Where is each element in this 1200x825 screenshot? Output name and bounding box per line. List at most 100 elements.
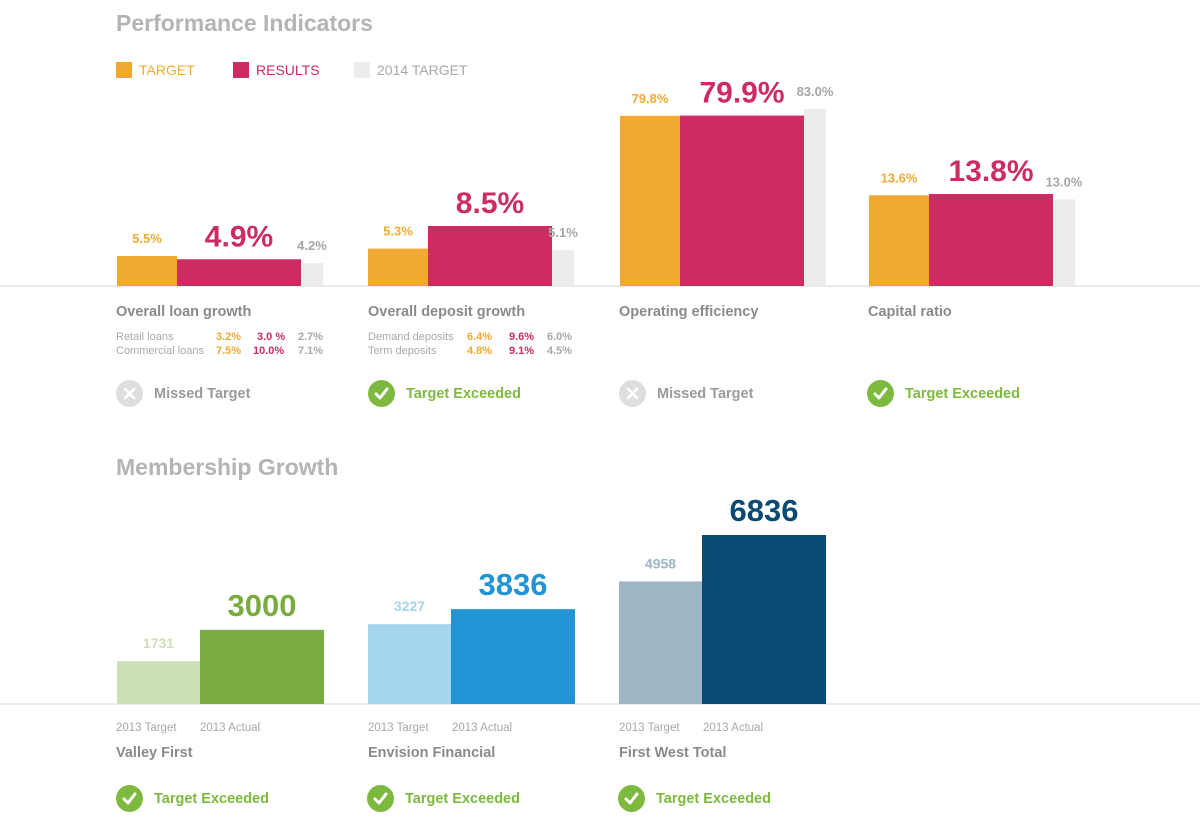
legend-target: TARGET	[116, 60, 195, 80]
data-label-2014-target: 83.0%	[797, 84, 834, 99]
legend-2014-target-swatch	[354, 62, 370, 78]
bar-2014-target	[301, 263, 323, 286]
legend-2014-target: 2014 TARGET	[354, 60, 468, 80]
data-label-target: 5.3%	[383, 224, 413, 239]
breakdown-2014-target: 7.1%	[298, 345, 324, 357]
axis-label-2013-target: 2013 Target	[368, 722, 429, 734]
check-icon	[618, 785, 645, 812]
axis-label-2013-target: 2013 Target	[619, 722, 680, 734]
bar-2013-actual	[702, 535, 826, 704]
metric-label-loan-growth: Overall loan growth	[116, 304, 252, 320]
bar-2014-target	[552, 250, 574, 286]
bar-target	[620, 115, 680, 286]
bar-2014-target	[804, 109, 826, 286]
breakdown-result: 9.1%	[509, 345, 535, 357]
data-label-2013-actual: 6836	[730, 493, 799, 528]
bar-2013-target	[619, 581, 702, 704]
status-valley-first: Target Exceeded	[116, 785, 269, 812]
status-deposit-growth: Target Exceeded	[368, 380, 521, 407]
bar-2013-actual	[451, 609, 575, 704]
breakdown-name: Demand deposits	[368, 331, 454, 343]
legend-results-swatch	[233, 62, 249, 78]
legend-results: RESULTS	[233, 60, 320, 80]
legend-target-label: TARGET	[139, 62, 195, 78]
data-label-result: 79.9%	[699, 77, 784, 110]
breakdown-target: 3.2%	[216, 331, 242, 343]
breakdown-result: 3.0 %	[257, 331, 286, 343]
data-label-result: 13.8%	[948, 155, 1033, 188]
breakdown-2014-target: 2.7%	[298, 331, 324, 343]
data-label-2013-actual: 3000	[228, 588, 297, 623]
breakdown-target: 7.5%	[216, 345, 242, 357]
breakdown-row: Commercial loans 7.5% 10.0% 7.1%	[116, 345, 323, 359]
group-label-envision-financial: Envision Financial	[368, 745, 496, 761]
group-label-first-west-total: First West Total	[619, 745, 727, 761]
performance-chart: 5.5% 4.9% 4.2% 5.3% 8.5% 5.1% 79.8% 79.9% 83.0% 1…	[0, 77, 1200, 287]
data-label-target: 13.6%	[881, 170, 918, 185]
breakdown-result: 9.6%	[509, 331, 535, 343]
bar-result	[177, 259, 301, 286]
deposit-growth-breakdown: Demand deposits 6.4% 9.6% 6.0% Term depo…	[368, 331, 572, 359]
breakdown-2014-target: 6.0%	[547, 331, 573, 343]
status-loan-growth: Missed Target	[116, 380, 250, 407]
check-icon	[867, 380, 894, 407]
breakdown-result: 10.0%	[253, 345, 285, 357]
data-label-result: 4.9%	[205, 220, 273, 253]
data-label-2014-target: 13.0%	[1046, 174, 1083, 189]
status-text: Target Exceeded	[905, 385, 1020, 402]
bar-result	[680, 115, 804, 286]
check-icon	[116, 785, 143, 812]
metric-label-capital-ratio: Capital ratio	[868, 304, 952, 320]
data-label-2013-target: 3227	[394, 598, 425, 614]
bar-result	[929, 194, 1053, 286]
axis-label-2013-actual: 2013 Actual	[452, 722, 513, 734]
data-label-2013-target: 4958	[645, 555, 676, 571]
missed-icon	[619, 380, 646, 407]
bar-result	[428, 226, 552, 286]
status-text: Missed Target	[154, 385, 251, 402]
data-label-result: 8.5%	[456, 187, 524, 220]
bar-target	[117, 256, 177, 286]
status-text: Target Exceeded	[656, 790, 771, 807]
bar-2014-target	[1053, 199, 1075, 286]
metric-label-operating-efficiency: Operating efficiency	[619, 304, 759, 320]
data-label-target: 79.8%	[632, 91, 669, 106]
breakdown-row: Demand deposits 6.4% 9.6% 6.0%	[368, 331, 572, 345]
bar-target	[869, 195, 929, 286]
status-text: Target Exceeded	[405, 790, 520, 807]
membership-title: Membership Growth	[116, 454, 339, 480]
bar-target	[368, 248, 428, 286]
status-text: Missed Target	[657, 385, 754, 402]
membership-chart: 1731 3000 3227 3836 4958 6836	[0, 493, 1200, 705]
status-text: Target Exceeded	[154, 790, 269, 807]
check-icon	[367, 785, 394, 812]
bar-2013-target	[117, 661, 200, 704]
status-first-west-total: Target Exceeded	[618, 785, 771, 812]
data-label-2013-actual: 3836	[479, 567, 548, 602]
breakdown-name: Commercial loans	[116, 345, 205, 357]
group-label-valley-first: Valley First	[116, 745, 193, 761]
legend-target-swatch	[116, 62, 132, 78]
status-operating-efficiency: Missed Target	[619, 380, 753, 407]
data-label-2013-target: 1731	[143, 635, 174, 651]
data-label-2014-target: 5.1%	[548, 225, 578, 240]
legend-results-label: RESULTS	[256, 62, 320, 78]
status-envision-financial: Target Exceeded	[367, 785, 520, 812]
data-label-2014-target: 4.2%	[297, 238, 327, 253]
axis-label-2013-target: 2013 Target	[116, 722, 177, 734]
performance-title: Performance Indicators	[116, 10, 373, 36]
breakdown-row: Term deposits 4.8% 9.1% 4.5%	[368, 345, 572, 359]
data-label-target: 5.5%	[132, 231, 162, 246]
breakdown-name: Term deposits	[368, 345, 437, 357]
breakdown-2014-target: 4.5%	[547, 345, 573, 357]
legend-2014-target-label: 2014 TARGET	[377, 62, 468, 78]
bar-2013-target	[368, 624, 451, 704]
breakdown-target: 6.4%	[467, 331, 493, 343]
missed-icon	[116, 380, 143, 407]
breakdown-name: Retail loans	[116, 331, 174, 343]
status-capital-ratio: Target Exceeded	[867, 380, 1020, 407]
axis-label-2013-actual: 2013 Actual	[703, 722, 764, 734]
status-text: Target Exceeded	[406, 385, 521, 402]
loan-growth-breakdown: Retail loans 3.2% 3.0 % 2.7% Commercial …	[116, 331, 323, 359]
